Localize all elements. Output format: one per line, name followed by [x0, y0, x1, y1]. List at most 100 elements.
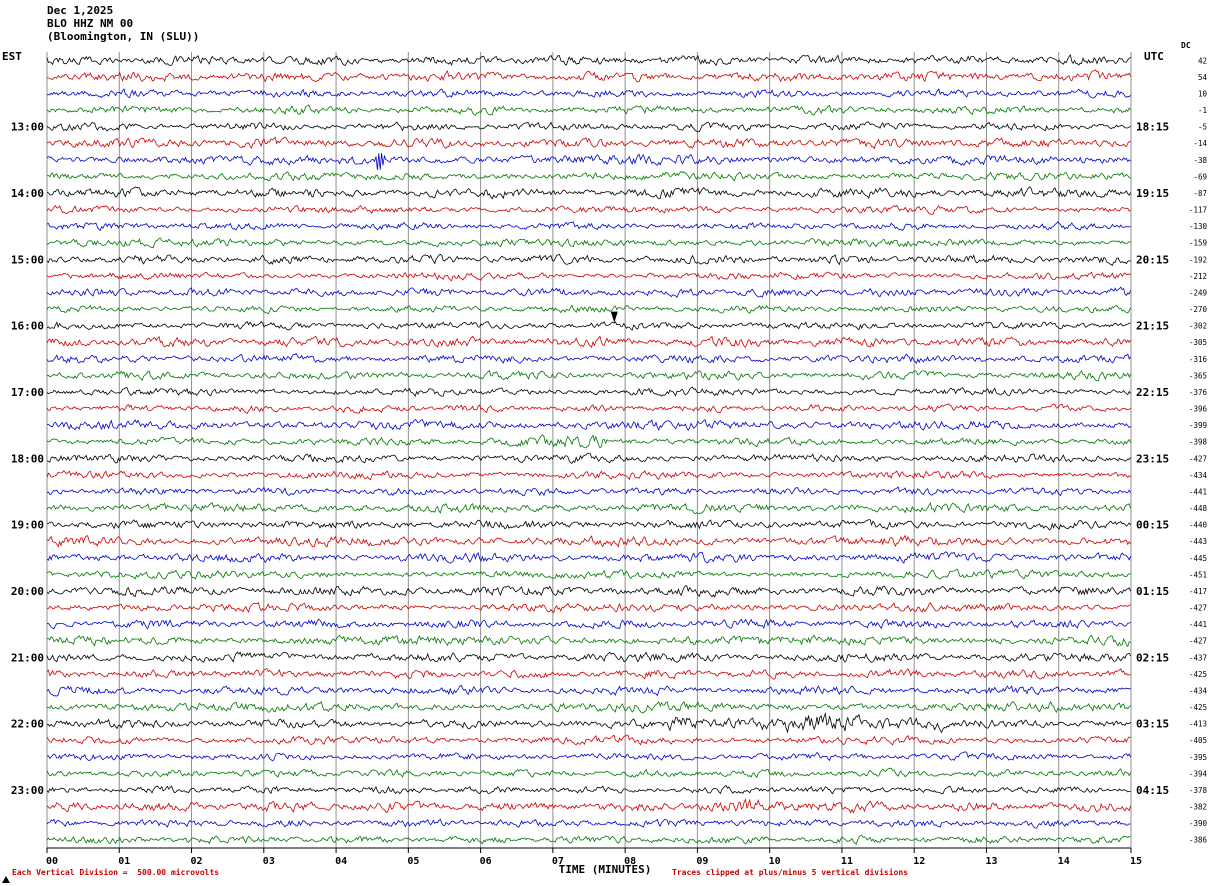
trace-row	[46, 585, 1131, 598]
trace-row	[46, 700, 1131, 714]
dc-offset-value: -249	[1189, 288, 1207, 297]
header-location: (Bloomington, IN (SLU))	[47, 30, 200, 43]
trace-row	[46, 684, 1131, 697]
utc-hour-label: 18:15	[1136, 121, 1169, 134]
x-tick-label: 04	[335, 856, 347, 867]
trace-row	[46, 818, 1131, 829]
dc-offset-value: -440	[1189, 521, 1208, 530]
dc-offset-value: -365	[1189, 371, 1207, 380]
trace-row	[46, 69, 1131, 83]
x-tick-label: 00	[46, 856, 58, 867]
dc-offset-value: -443	[1189, 537, 1207, 546]
dc-offset-value: -270	[1189, 305, 1208, 314]
x-tick-label: 15	[1130, 856, 1142, 867]
trace-row	[46, 798, 1131, 814]
dc-offset-value: -427	[1189, 637, 1207, 646]
right-axis-label: UTC	[1144, 50, 1164, 63]
trace-row	[46, 170, 1131, 182]
est-hour-label: 18:00	[11, 452, 44, 465]
trace-row	[46, 618, 1131, 630]
est-hour-label: 20:00	[11, 585, 44, 598]
dc-offset-value: -427	[1189, 604, 1207, 613]
est-hour-label: 19:00	[11, 519, 44, 532]
trace-row	[46, 221, 1131, 232]
trace-row	[46, 386, 1131, 397]
dc-offset-value: -378	[1189, 786, 1208, 795]
est-hour-label: 14:00	[11, 187, 44, 200]
dc-offset-value: 54	[1198, 73, 1208, 82]
dc-offset-value: -87	[1193, 189, 1207, 198]
utc-hour-label: 21:15	[1136, 320, 1169, 333]
est-hour-label: 21:00	[11, 651, 44, 664]
dc-offset-value: -425	[1189, 670, 1207, 679]
utc-hour-label: 02:15	[1136, 651, 1169, 664]
trace-row	[46, 784, 1131, 795]
dc-offset-value: -413	[1189, 720, 1207, 729]
x-tick-label: 12	[913, 856, 925, 867]
left-axis-label: EST	[2, 50, 22, 63]
trace-row	[46, 534, 1131, 548]
trace-row	[46, 369, 1131, 382]
utc-hour-label: 20:15	[1136, 253, 1169, 266]
dc-offset-value: -316	[1189, 355, 1208, 364]
est-hour-label: 22:00	[11, 718, 44, 731]
trace-row	[46, 634, 1131, 648]
x-tick-label: 01	[118, 856, 130, 867]
dc-offset-value: 10	[1198, 89, 1208, 98]
dc-offset-value: -192	[1189, 255, 1207, 264]
dc-offset-value: -441	[1189, 620, 1207, 629]
dc-offset-value: -448	[1189, 504, 1208, 513]
trace-row	[46, 286, 1131, 299]
utc-hour-label: 22:15	[1136, 386, 1169, 399]
utc-hour-label: 19:15	[1136, 187, 1169, 200]
dc-offset-value: -417	[1189, 587, 1207, 596]
x-tick-label: 03	[263, 856, 275, 867]
trace-row	[46, 651, 1131, 663]
trace-row	[46, 418, 1131, 432]
trace-row	[46, 88, 1131, 99]
trace-row	[46, 568, 1131, 580]
trace-row	[46, 470, 1131, 481]
trace-row	[46, 403, 1131, 414]
dc-offset-value: -390	[1189, 819, 1208, 828]
dc-offset-value: -405	[1189, 736, 1207, 745]
trace-row	[46, 237, 1131, 249]
trace-row	[46, 320, 1131, 331]
trace-row	[46, 271, 1131, 282]
dc-offset-value: 42	[1198, 56, 1207, 65]
dc-offset-value: -398	[1189, 438, 1208, 447]
x-tick-label: 08	[624, 856, 636, 867]
trace-row	[46, 834, 1131, 846]
trace-row	[46, 519, 1131, 531]
x-tick-label: 11	[841, 856, 853, 867]
utc-hour-label: 00:15	[1136, 519, 1169, 532]
dc-offset-value: -399	[1189, 421, 1207, 430]
x-tick-label: 10	[769, 856, 781, 867]
trace-row	[46, 104, 1131, 116]
dc-offset-value: -69	[1193, 172, 1207, 181]
dc-offset-value: -451	[1189, 570, 1207, 579]
event-marker-icon	[610, 311, 618, 323]
est-hour-label: 15:00	[11, 253, 44, 266]
x-axis-title: TIME (MINUTES)	[558, 863, 652, 876]
dc-offset-value: -212	[1189, 272, 1207, 281]
trace-row	[46, 501, 1131, 515]
dc-offset-value: -425	[1189, 703, 1207, 712]
x-tick-label: 09	[696, 856, 708, 867]
x-tick-label: 05	[407, 856, 419, 867]
dc-offset-value: -305	[1189, 338, 1207, 347]
dc-offset-value: -14	[1193, 139, 1207, 148]
clip-note: Traces clipped at plus/minus 5 vertical …	[672, 868, 909, 877]
x-tick-label: 02	[191, 856, 203, 867]
trace-row	[46, 136, 1131, 150]
trace-row	[46, 668, 1131, 680]
x-tick-label: 07	[552, 856, 564, 867]
trace-row	[46, 186, 1131, 200]
est-hour-label: 16:00	[11, 320, 44, 333]
dc-offset-value: -395	[1189, 753, 1207, 762]
header-station: BLO HHZ NM 00	[47, 17, 134, 30]
dc-offset-value: -302	[1189, 322, 1207, 331]
x-tick-label: 06	[480, 856, 492, 867]
